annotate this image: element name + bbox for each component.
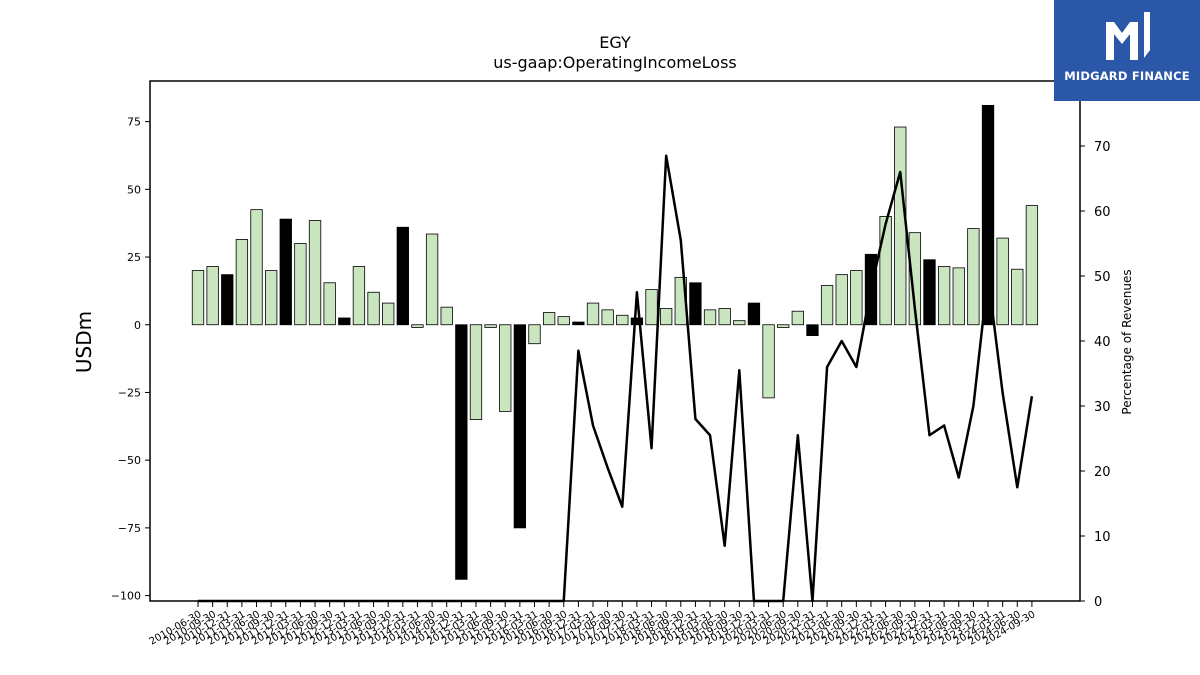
bar-2023-03-31 — [937, 266, 951, 326]
bar-2010-12-31 — [221, 274, 234, 326]
brand-name: MIDGARD FINANCE — [1064, 69, 1190, 83]
y-right-tick-label: 40 — [1094, 335, 1111, 350]
chart-title: EGY — [599, 33, 631, 52]
bar-2015-03-31 — [469, 324, 483, 420]
bar-2016-03-31 — [528, 324, 541, 345]
bar-2020-06-30 — [777, 324, 790, 328]
y-tick-label: 0 — [134, 319, 141, 332]
bar-2024-09-30 — [1025, 205, 1039, 326]
bar-2022-06-30 — [894, 126, 907, 326]
y-tick-label: −25 — [118, 386, 141, 399]
bar-2021-03-31 — [820, 285, 834, 326]
y-right-tick-label: 10 — [1094, 530, 1111, 545]
bar-2020-12-31 — [806, 324, 819, 336]
midgard-m-logo-icon — [1106, 12, 1150, 60]
bar-2016-06-30 — [542, 312, 556, 326]
y-tick-label: 50 — [127, 183, 141, 196]
bar-2011-06-30 — [250, 209, 263, 326]
bar-2012-03-31 — [294, 243, 307, 326]
y-right-tick-label: 50 — [1094, 270, 1111, 285]
bar-2019-03-31 — [703, 309, 717, 326]
bar-2015-06-30 — [484, 324, 497, 328]
bar-2013-12-31 — [396, 226, 409, 326]
bar-2015-12-31 — [513, 324, 527, 529]
chart-subtitle: us-gaap:OperatingIncomeLoss — [493, 53, 737, 72]
bar-2022-12-31 — [923, 259, 936, 326]
bar-2018-06-30 — [660, 308, 673, 326]
bar-2011-03-31 — [235, 239, 249, 326]
bar-series — [191, 104, 1039, 580]
bar-2016-09-30 — [557, 316, 570, 326]
percentage-line — [198, 154, 1034, 603]
bar-2023-06-30 — [952, 267, 965, 326]
bar-2010-09-30 — [206, 266, 219, 326]
bar-2012-12-31 — [338, 317, 351, 326]
bar-2018-03-31 — [645, 289, 658, 326]
y-right-tick-label: 0 — [1094, 595, 1102, 610]
bar-2017-09-30 — [616, 314, 629, 326]
bar-2014-12-31 — [455, 324, 468, 580]
plot-frame — [149, 80, 1081, 602]
y-axis-label-right: Percentage of Revenues — [1120, 269, 1134, 414]
y-right-tick-label: 70 — [1094, 140, 1111, 155]
y-tick-label: −100 — [111, 590, 141, 603]
bar-2022-09-30 — [908, 232, 922, 326]
bar-2017-03-31 — [586, 302, 600, 326]
y-axis-right-ticks: 0 10 20 30 40 50 60 70 — [1080, 140, 1111, 610]
bar-2024-06-30 — [1011, 268, 1024, 326]
bar-2015-09-30 — [499, 324, 512, 412]
y-tick-label: 25 — [127, 251, 141, 264]
bar-2012-09-30 — [323, 282, 336, 326]
bar-2013-03-31 — [352, 266, 366, 326]
bar-2022-03-31 — [879, 216, 892, 326]
bar-2018-12-31 — [689, 282, 702, 326]
bar-2019-06-30 — [718, 308, 731, 326]
bar-2012-06-30 — [308, 220, 322, 326]
bar-2024-03-31 — [996, 237, 1009, 326]
bar-2016-12-31 — [572, 321, 585, 326]
bar-2017-12-31 — [630, 317, 644, 326]
bar-2014-09-30 — [440, 306, 453, 326]
bar-2023-09-30 — [967, 228, 980, 326]
bar-2013-06-30 — [367, 291, 380, 326]
bar-2020-09-30 — [791, 310, 804, 326]
y-right-tick-label: 20 — [1094, 465, 1111, 480]
bar-2017-06-30 — [601, 309, 614, 326]
bar-2010-06-30 — [191, 270, 205, 326]
bar-2011-12-31 — [279, 218, 292, 326]
bar-2019-12-31 — [747, 302, 761, 326]
bar-2013-09-30 — [382, 302, 395, 326]
y-tick-label: −75 — [118, 522, 141, 535]
y-right-tick-label: 30 — [1094, 400, 1111, 415]
y-tick-label: 75 — [127, 116, 141, 129]
y-axis-label-left: USDm — [72, 311, 96, 373]
bar-2019-09-30 — [733, 320, 746, 326]
bar-2023-12-31 — [981, 104, 995, 326]
bar-2014-06-30 — [425, 233, 439, 326]
x-axis-ticks: 2010-06-302010-09-302010-12-312011-03-31… — [148, 601, 1037, 648]
y-axis-left-ticks: −100 −75 −50 −25 0 25 50 75 — [111, 116, 150, 603]
bar-2011-09-30 — [264, 270, 278, 326]
bar-2021-06-30 — [835, 274, 848, 326]
y-tick-label: −50 — [118, 454, 141, 467]
bar-2014-03-31 — [411, 324, 424, 328]
midgard-finance-logo: MIDGARD FINANCE — [1054, 0, 1200, 101]
percentage-line-series — [198, 154, 1034, 603]
bar-2020-03-31 — [762, 324, 775, 399]
y-right-tick-label: 60 — [1094, 205, 1111, 220]
bar-2021-09-30 — [850, 270, 863, 326]
